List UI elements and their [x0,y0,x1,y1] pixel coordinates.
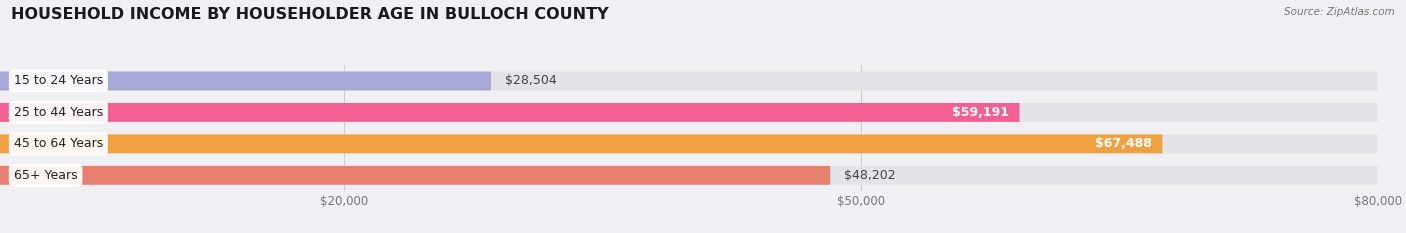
Text: HOUSEHOLD INCOME BY HOUSEHOLDER AGE IN BULLOCH COUNTY: HOUSEHOLD INCOME BY HOUSEHOLDER AGE IN B… [11,7,609,22]
Text: 25 to 44 Years: 25 to 44 Years [14,106,103,119]
FancyBboxPatch shape [0,134,1378,153]
Text: $67,488: $67,488 [1095,137,1152,150]
Text: 65+ Years: 65+ Years [14,169,77,182]
Text: 15 to 24 Years: 15 to 24 Years [14,75,103,87]
Text: $48,202: $48,202 [844,169,896,182]
Text: Source: ZipAtlas.com: Source: ZipAtlas.com [1284,7,1395,17]
FancyBboxPatch shape [0,134,1163,153]
FancyBboxPatch shape [0,166,1378,185]
Text: $59,191: $59,191 [952,106,1010,119]
FancyBboxPatch shape [0,72,491,90]
FancyBboxPatch shape [0,166,830,185]
FancyBboxPatch shape [0,72,1378,90]
Text: 45 to 64 Years: 45 to 64 Years [14,137,103,150]
Text: $28,504: $28,504 [505,75,557,87]
FancyBboxPatch shape [0,103,1019,122]
FancyBboxPatch shape [0,103,1378,122]
